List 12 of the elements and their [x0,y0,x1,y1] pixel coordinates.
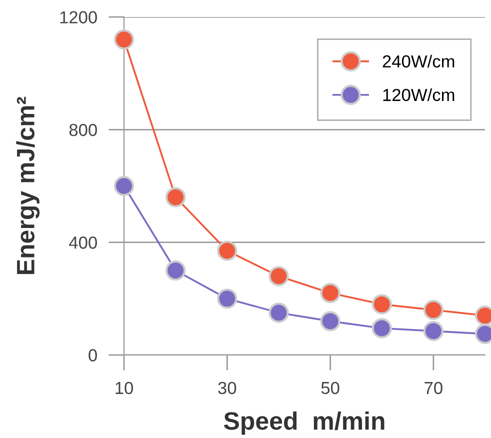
y-axis-title: Energy mJ/cm² [16,96,40,274]
x-tick-label: 10 [116,382,133,394]
x-axis-title: Speed m/min [224,411,384,435]
x-tick-label: 70 [424,382,442,394]
legend-label: 120W/cm [383,88,454,102]
legend-label: 240W/cm [382,54,454,68]
y-tick-label: 400 [69,236,97,249]
y-tick-label: 1200 [60,11,97,24]
x-tick-label: 30 [218,382,236,394]
y-tick-label: 0 [88,349,97,362]
y-tick-label: 800 [69,124,97,136]
x-tick-label: 50 [321,382,340,394]
